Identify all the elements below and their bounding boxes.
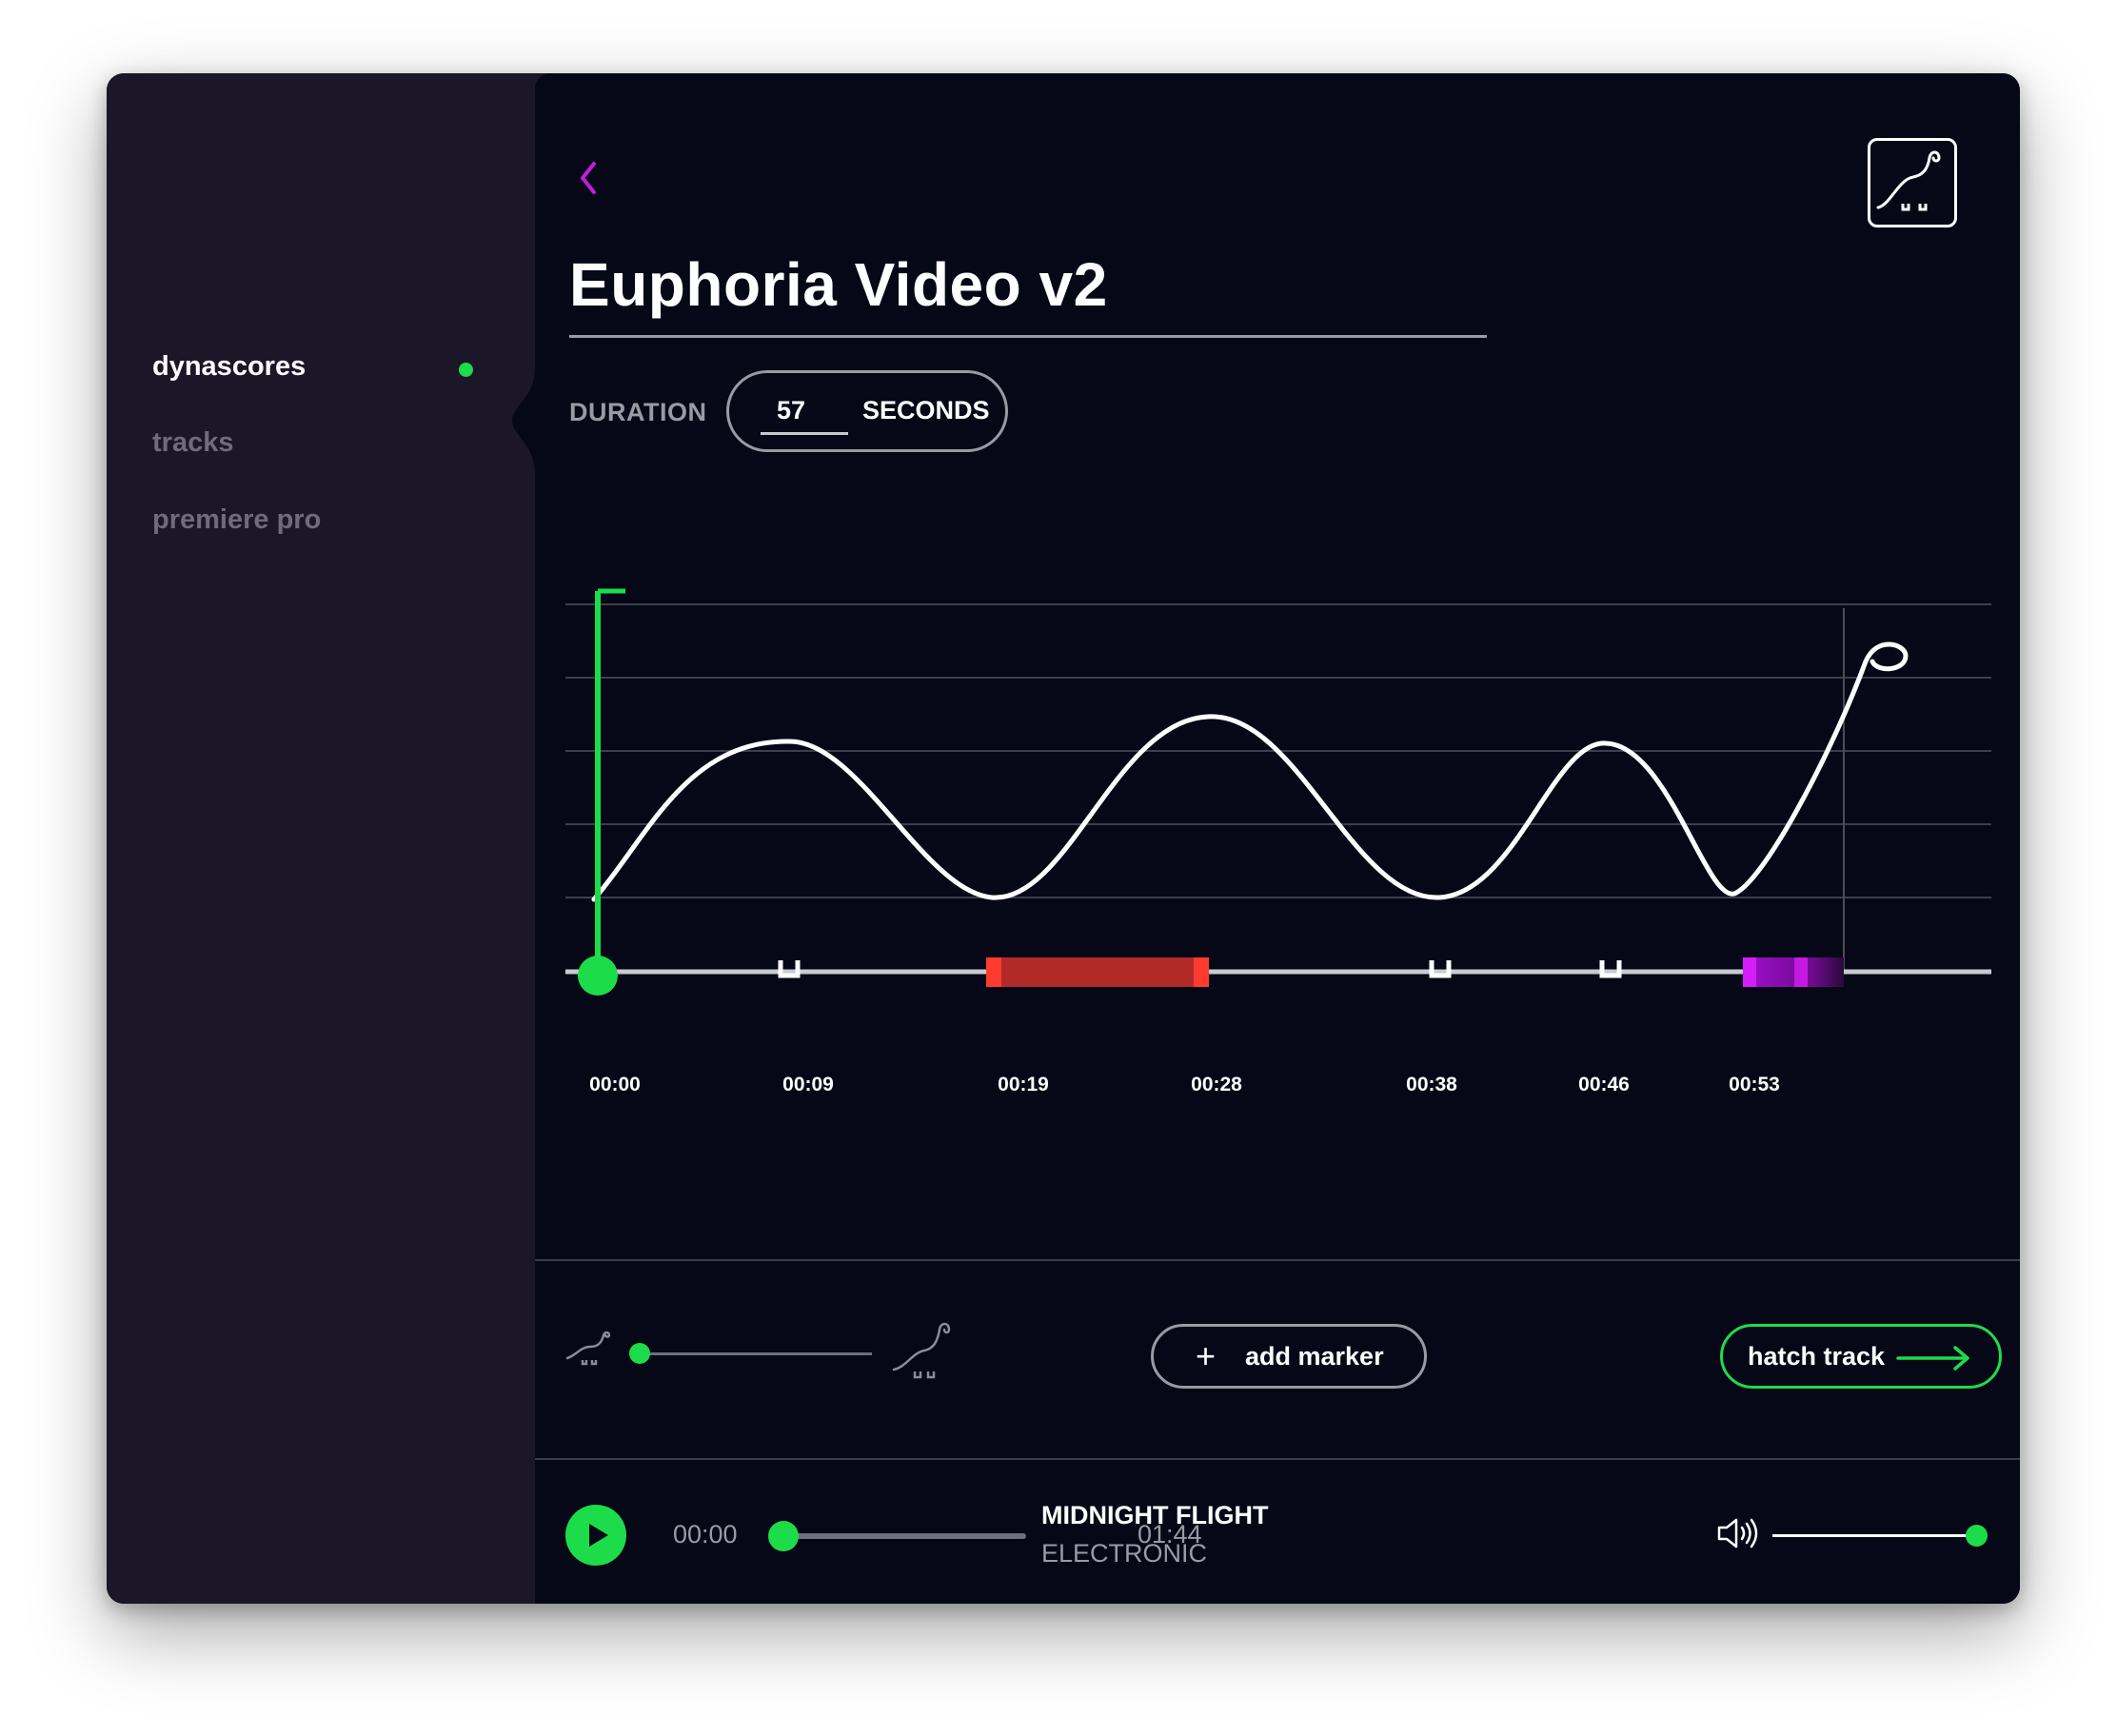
intensity-slider-track[interactable] [638,1352,872,1355]
song-genre: ELECTRONIC [1041,1539,1208,1568]
main-panel: Euphoria Video v2 DURATION 57 SECONDS [535,73,2020,1604]
timeline-graph[interactable] [535,73,2020,1120]
playhead[interactable] [578,588,625,996]
add-marker-button[interactable]: + add marker [1151,1324,1427,1389]
playback-progress-knob[interactable] [768,1521,799,1551]
volume-slider-knob[interactable] [1966,1525,1988,1547]
divider [535,1259,2020,1261]
red-region[interactable] [986,957,1209,987]
tick-label: 00:46 [1578,1074,1630,1095]
tick-label: 00:00 [589,1074,641,1095]
play-icon [589,1524,608,1547]
tick-label: 00:19 [998,1074,1049,1095]
sidebar-item-dynascores[interactable]: dynascores [152,351,307,382]
dino-logo-icon[interactable] [1868,138,1957,227]
speaker-icon[interactable] [1715,1514,1759,1552]
total-time: 01:44 [1138,1520,1202,1549]
arrow-right-icon [1896,1346,1969,1371]
chevron-left-icon[interactable] [575,154,603,202]
duration-value-underline [761,432,848,435]
active-tab-notch [512,368,569,473]
marker-00-38 [1429,960,1452,978]
volume-slider-track[interactable] [1772,1534,1977,1537]
plus-icon: + [1196,1336,1217,1375]
tick-label: 00:28 [1191,1074,1242,1095]
add-marker-label: add marker [1245,1342,1384,1371]
sidebar-item-tracks[interactable]: tracks [152,427,234,458]
hatch-track-button[interactable]: hatch track [1720,1324,2002,1389]
app-window: dynascores tracks premiere pro Euphoria … [107,73,2020,1604]
tick-label: 00:38 [1406,1074,1457,1095]
play-button[interactable] [565,1505,626,1566]
duration-unit: SECONDS [862,396,990,424]
marker-00-09 [778,960,801,978]
divider [535,1458,2020,1460]
sidebar: dynascores tracks premiere pro [107,73,535,1604]
tick-label: 00:09 [782,1074,834,1095]
intensity-slider-knob[interactable] [629,1343,650,1364]
dino-small-icon [565,1331,611,1366]
duration-label: DURATION [569,398,707,426]
title-underline [569,335,1487,338]
duration-value[interactable]: 57 [777,396,806,424]
active-indicator-dot [459,363,473,377]
dino-large-icon [892,1322,951,1379]
playback-progress-track[interactable] [779,1533,1026,1539]
tick-label: 00:53 [1729,1074,1780,1095]
marker-00-46 [1599,960,1622,978]
hatch-track-label: hatch track [1748,1342,1886,1371]
page-title[interactable]: Euphoria Video v2 [569,250,1108,319]
intensity-curve [591,641,1909,902]
duration-field[interactable]: 57 SECONDS [726,370,1008,452]
current-time: 00:00 [673,1520,738,1549]
sidebar-item-premiere-pro[interactable]: premiere pro [152,504,322,535]
song-title: MIDNIGHT FLIGHT [1041,1501,1269,1529]
purple-region[interactable] [1743,957,1844,987]
